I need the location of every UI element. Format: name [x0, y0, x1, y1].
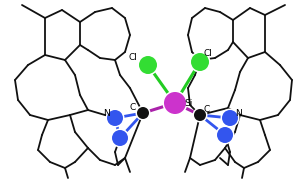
- Circle shape: [221, 108, 240, 128]
- Circle shape: [194, 109, 206, 121]
- Text: Cl: Cl: [204, 50, 213, 59]
- Circle shape: [222, 110, 238, 126]
- Text: N: N: [103, 108, 109, 118]
- Circle shape: [137, 107, 149, 119]
- Circle shape: [163, 91, 188, 115]
- Circle shape: [112, 130, 128, 146]
- Circle shape: [191, 53, 209, 71]
- Circle shape: [164, 92, 186, 114]
- Text: C: C: [130, 104, 136, 112]
- Circle shape: [106, 108, 124, 128]
- Circle shape: [216, 125, 234, 145]
- Circle shape: [111, 129, 129, 147]
- Circle shape: [139, 56, 157, 74]
- Text: C: C: [204, 105, 210, 115]
- Text: N: N: [235, 108, 241, 118]
- Circle shape: [107, 110, 123, 126]
- Circle shape: [137, 54, 159, 75]
- Text: Cl: Cl: [128, 53, 137, 61]
- Circle shape: [189, 51, 210, 73]
- Text: Si: Si: [184, 99, 192, 108]
- Circle shape: [136, 105, 151, 121]
- Circle shape: [217, 127, 233, 143]
- Circle shape: [192, 108, 208, 122]
